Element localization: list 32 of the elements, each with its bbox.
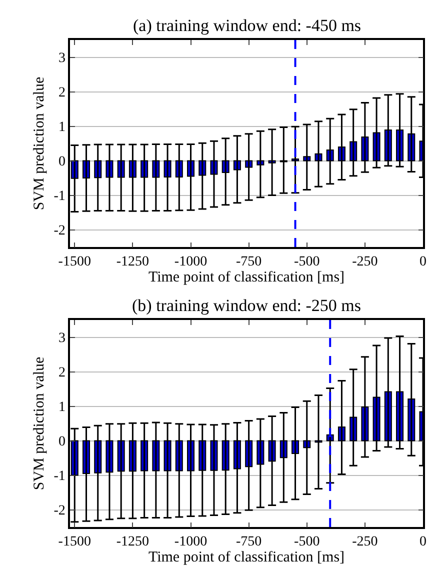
- chart-title: (b) training window end: -250 ms: [132, 296, 361, 315]
- y-axis-title: SVM prediction value: [32, 76, 48, 210]
- x-tick-label: -1250: [116, 534, 150, 550]
- x-tick-label: -750: [236, 534, 262, 550]
- y-tick-label: -1: [54, 469, 66, 484]
- x-tick-label: -1500: [58, 534, 91, 550]
- x-axis-title: Time point of classification [ms]: [148, 270, 345, 286]
- x-tick-label: -1250: [116, 254, 150, 270]
- chart-title: (a) training window end: -450 ms: [133, 16, 362, 35]
- x-tick-label: -1500: [58, 254, 91, 270]
- y-tick-label: 3: [58, 331, 66, 346]
- y-tick-label: -2: [54, 224, 66, 239]
- x-tick-label: -250: [352, 254, 378, 270]
- x-tick-label: 0: [420, 254, 426, 270]
- x-tick-label: -500: [294, 254, 320, 270]
- y-tick-label: 0: [58, 434, 66, 450]
- x-tick-label: -750: [236, 254, 262, 270]
- y-tick-label: 2: [58, 86, 66, 101]
- x-tick-label: -250: [352, 534, 378, 550]
- y-tick-label: 3: [58, 51, 66, 66]
- y-tick-label: 0: [58, 154, 66, 170]
- y-tick-label: -2: [54, 504, 66, 519]
- y-axis-title: SVM prediction value: [32, 356, 48, 490]
- y-tick-label: 1: [58, 400, 66, 416]
- y-tick-label: 1: [58, 120, 66, 136]
- x-tick-label: -500: [294, 534, 320, 550]
- x-tick-label: -1000: [174, 534, 208, 550]
- y-tick-label: 2: [58, 366, 66, 381]
- x-tick-label: -1000: [174, 254, 208, 270]
- y-tick-label: -1: [54, 189, 66, 204]
- x-tick-label: 0: [420, 534, 426, 550]
- x-axis-title: Time point of classification [ms]: [148, 550, 345, 566]
